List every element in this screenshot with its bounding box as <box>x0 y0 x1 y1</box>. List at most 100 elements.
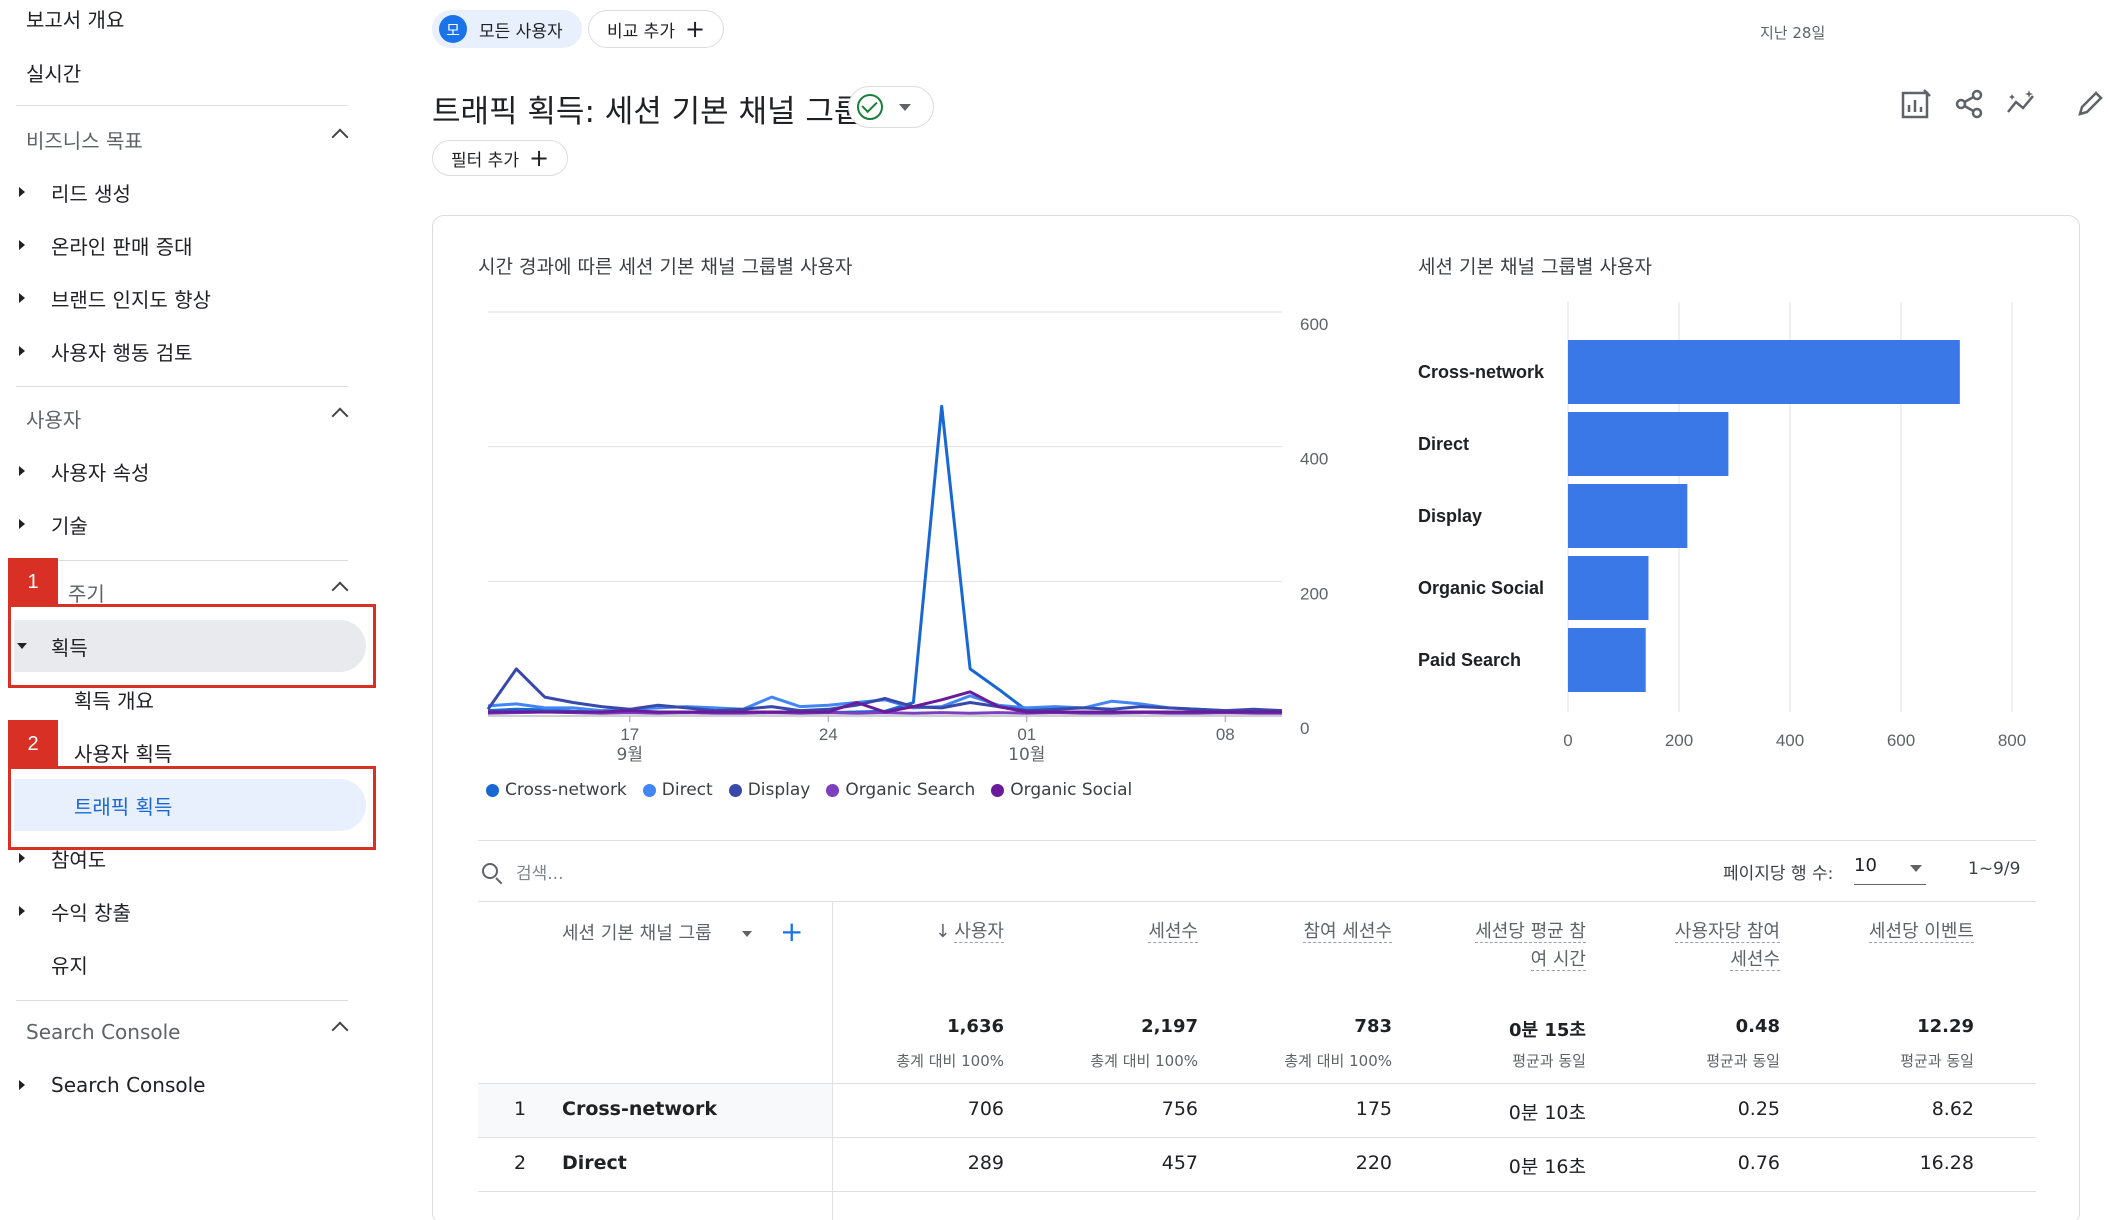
table-row[interactable]: 1 Cross-network 706 756 175 0분 10초 0.25 … <box>478 1083 2036 1137</box>
bar-category-label: Organic Social <box>1418 578 1544 598</box>
sidebar-item-user-attributes[interactable]: 사용자 속성 <box>8 449 348 493</box>
search-input[interactable]: 검색... <box>516 864 564 884</box>
legend-dot <box>826 783 840 797</box>
legend-item[interactable]: Cross-network <box>486 780 627 800</box>
total-value: 0분 15초 <box>1509 1020 1586 1041</box>
sidebar-item-retention[interactable]: 유지 <box>51 953 88 978</box>
customize-report-icon[interactable] <box>1898 86 1934 122</box>
dropdown-arrow-icon <box>1910 865 1922 872</box>
sidebar-item-tech[interactable]: 기술 <box>8 502 348 546</box>
y-tick-label: 200 <box>1300 584 1328 603</box>
rows-per-page-select[interactable]: 10 <box>1854 855 1926 885</box>
divider <box>16 386 348 387</box>
x-tick-label: 400 <box>1776 731 1804 750</box>
segment-chip[interactable]: 모 모든 사용자 <box>432 10 582 48</box>
section-user[interactable]: 사용자 <box>26 396 356 440</box>
x-tick-label: 800 <box>1998 731 2026 750</box>
sidebar-item-report-overview[interactable]: 보고서 개요 <box>26 7 125 32</box>
column-header-engaged-sessions[interactable]: 참여 세션수 <box>1303 921 1392 943</box>
table-toolbar: 검색... 페이지당 행 수: 10 1~9/9 <box>478 840 2036 902</box>
bar-organic-social[interactable] <box>1568 556 1649 620</box>
pagination: 1~9/9 <box>1968 859 2021 879</box>
dimension-dropdown-icon[interactable] <box>742 931 752 937</box>
total-subtext: 평균과 동일 <box>1512 1052 1586 1070</box>
insights-icon[interactable] <box>2004 86 2040 122</box>
legend-item[interactable]: Organic Social <box>991 780 1132 800</box>
dimension-header[interactable]: 세션 기본 채널 그룹 <box>562 923 712 944</box>
total-subtext: 총계 대비 100% <box>1284 1052 1392 1070</box>
annotation-badge-1: 1 <box>8 558 58 606</box>
legend-item[interactable]: Organic Search <box>826 780 975 800</box>
total-subtext: 평균과 동일 <box>1706 1052 1780 1070</box>
report-status-button[interactable] <box>848 86 934 128</box>
annotation-badge-2: 2 <box>8 720 58 768</box>
x-tick-label: 200 <box>1665 731 1693 750</box>
sidebar-item-user-acquisition[interactable]: 사용자 획득 <box>74 741 173 766</box>
legend-item[interactable]: Direct <box>642 780 713 800</box>
bar-category-label: Display <box>1418 506 1482 526</box>
add-comparison-button[interactable]: 비교 추가 + <box>588 10 725 48</box>
line-series-organic-social[interactable] <box>488 690 1282 714</box>
legend-dot <box>486 783 499 797</box>
sidebar-item-user-behavior[interactable]: 사용자 행동 검토 <box>8 329 348 373</box>
sidebar-item-search-console[interactable]: Search Console <box>8 1063 348 1107</box>
sidebar-item-lead-gen[interactable]: 리드 생성 <box>8 170 348 214</box>
total-subtext: 총계 대비 100% <box>1090 1052 1198 1070</box>
legend-dot <box>728 783 742 797</box>
column-header-sessions[interactable]: 세션수 <box>1148 921 1198 943</box>
add-filter-button[interactable]: 필터 추가 + <box>432 140 569 176</box>
sidebar-item-acquisition[interactable]: 획득 <box>8 624 348 668</box>
sidebar: 보고서 개요 실시간 비즈니스 목표 리드 생성 온라인 판매 증대 브랜드 인… <box>8 0 366 1220</box>
y-tick-label: 600 <box>1300 315 1328 334</box>
divider <box>16 560 348 561</box>
dropdown-arrow-icon <box>899 103 911 111</box>
column-header-events-per-session[interactable]: 세션당 이벤트 <box>1868 921 1974 943</box>
search-icon <box>482 863 498 879</box>
column-header-engaged-per-user[interactable]: 사용자당 참여 세션수 <box>1674 921 1780 971</box>
caret-right-icon <box>16 905 28 917</box>
divider <box>16 105 348 106</box>
sidebar-item-engagement[interactable]: 참여도 <box>8 836 348 880</box>
bar-category-label: Paid Search <box>1418 650 1521 670</box>
avatar: 모 <box>439 15 467 43</box>
bar-direct[interactable] <box>1568 412 1729 476</box>
sidebar-item-online-sales[interactable]: 온라인 판매 증대 <box>8 223 348 267</box>
sidebar-item-realtime[interactable]: 실시간 <box>26 61 82 86</box>
total-value: 2,197 <box>1141 1016 1198 1037</box>
line-series-display[interactable] <box>486 667 1283 713</box>
section-lifecycle[interactable]: 주기 <box>26 570 356 614</box>
sidebar-item-acquisition-overview[interactable]: 획득 개요 <box>74 688 154 713</box>
bar-category-label: Cross-network <box>1418 362 1545 382</box>
line-series-cross-network[interactable] <box>487 404 1282 715</box>
plus-icon: + <box>528 144 550 172</box>
sidebar-item-brand-awareness[interactable]: 브랜드 인지도 향상 <box>8 276 348 320</box>
column-divider <box>832 902 833 1220</box>
active-parent-highlight <box>14 620 366 672</box>
section-search-console[interactable]: Search Console <box>26 1010 356 1054</box>
total-value: 783 <box>1354 1016 1392 1037</box>
table-row[interactable]: 2 Direct 289 457 220 0분 16초 0.76 16.28 <box>478 1137 2036 1191</box>
plus-icon: + <box>684 15 706 43</box>
section-business-goals[interactable]: 비즈니스 목표 <box>26 117 356 161</box>
x-tick-label: 24 <box>819 725 838 744</box>
x-tick-label: 08 <box>1216 725 1235 744</box>
bar-category-label: Direct <box>1418 434 1469 454</box>
divider <box>16 1000 348 1001</box>
add-dimension-icon[interactable]: + <box>780 915 804 948</box>
sidebar-item-monetization[interactable]: 수익 창출 <box>8 889 348 933</box>
share-icon[interactable] <box>1951 86 1987 122</box>
annotation-box-1 <box>8 604 376 688</box>
total-value: 0.48 <box>1735 1016 1780 1037</box>
caret-right-icon <box>16 292 28 304</box>
legend-item[interactable]: Display <box>728 780 810 800</box>
bar-display[interactable] <box>1568 484 1688 548</box>
bar-cross-network[interactable] <box>1568 340 1960 404</box>
date-range[interactable]: 지난 28일 <box>1760 24 1826 42</box>
bar-paid-search[interactable] <box>1568 628 1646 692</box>
sidebar-item-traffic-acquisition[interactable]: 트래픽 획득 <box>74 794 173 819</box>
caret-right-icon <box>16 518 28 530</box>
column-header-users[interactable]: ↓ 사용자 <box>935 921 1004 943</box>
edit-icon[interactable] <box>2072 86 2108 122</box>
